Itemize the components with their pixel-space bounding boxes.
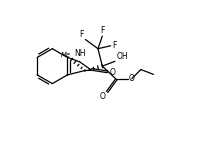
Text: OH: OH [116,52,128,61]
Text: O: O [129,74,135,83]
Text: F: F [112,41,116,50]
Text: Me: Me [61,52,70,58]
Text: NH: NH [74,49,86,58]
Text: O: O [109,68,115,77]
Text: F: F [100,26,105,35]
Text: F: F [80,30,84,39]
Text: O: O [99,92,105,101]
